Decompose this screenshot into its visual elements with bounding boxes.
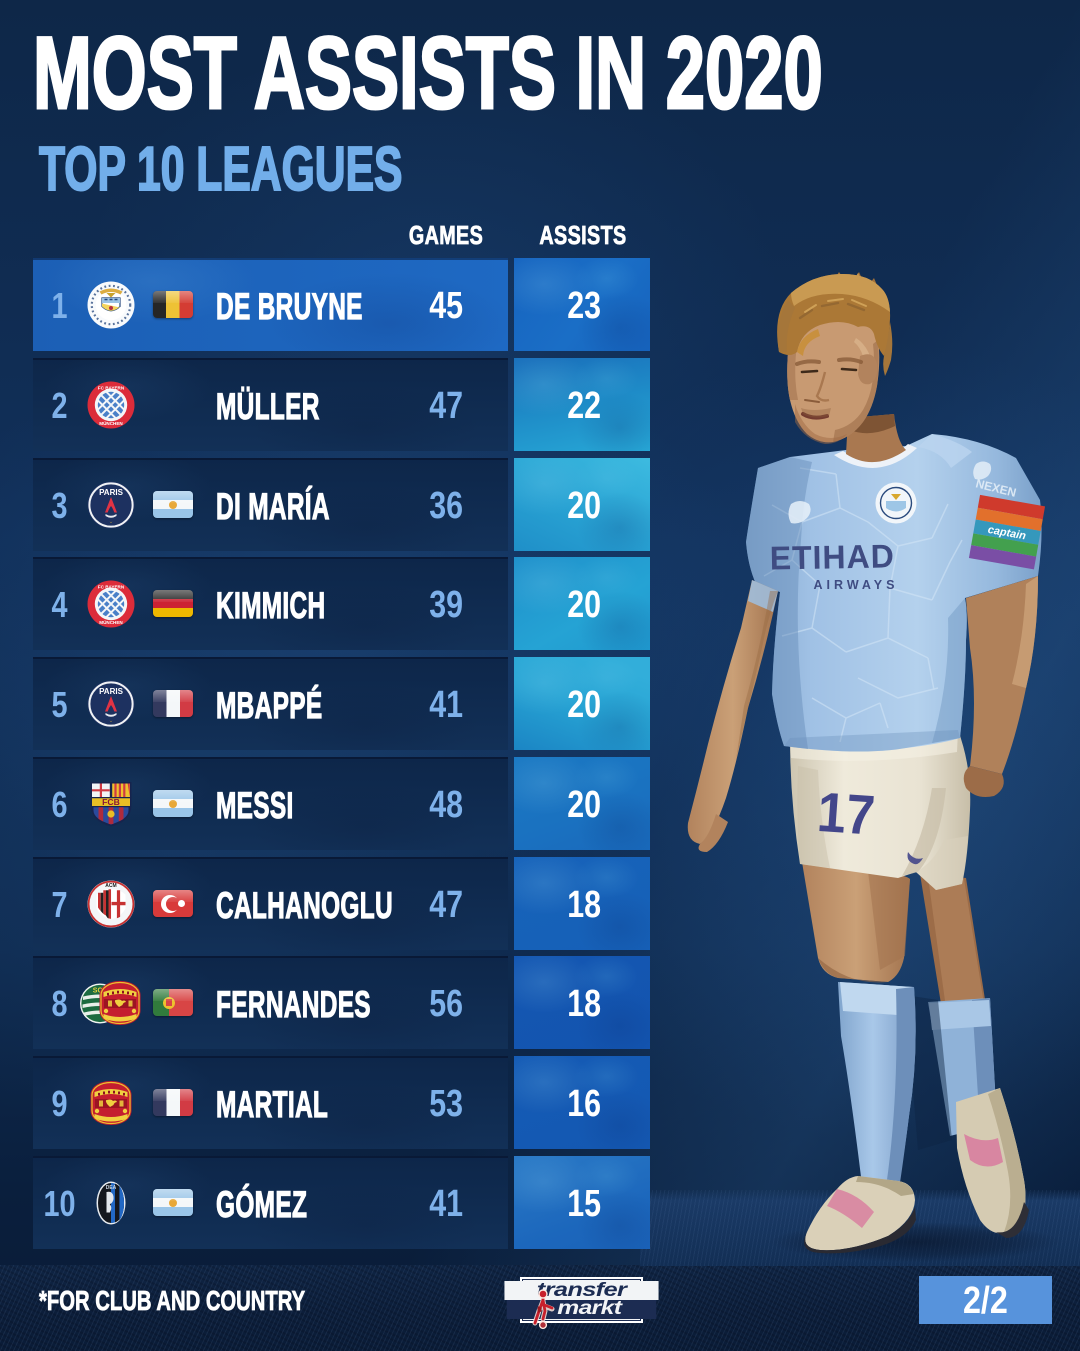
svg-text:17: 17 [815,781,877,847]
svg-text:FC BAYERN: FC BAYERN [98,385,125,390]
svg-text:MÜNCHEN: MÜNCHEN [99,619,123,625]
svg-text:AIRWAYS: AIRWAYS [814,578,899,592]
svg-text:PARIS: PARIS [99,488,124,497]
svg-text:DEA: DEA [106,1185,117,1191]
svg-text:SCP: SCP [93,987,108,994]
svg-text:PARIS: PARIS [99,687,124,696]
svg-text:FCB: FCB [102,797,120,807]
svg-text:FC BAYERN: FC BAYERN [98,584,125,589]
svg-text:MÜNCHEN: MÜNCHEN [99,420,123,426]
svg-text:ETIHAD: ETIHAD [769,538,895,577]
svg-text:ACM: ACM [105,882,116,888]
